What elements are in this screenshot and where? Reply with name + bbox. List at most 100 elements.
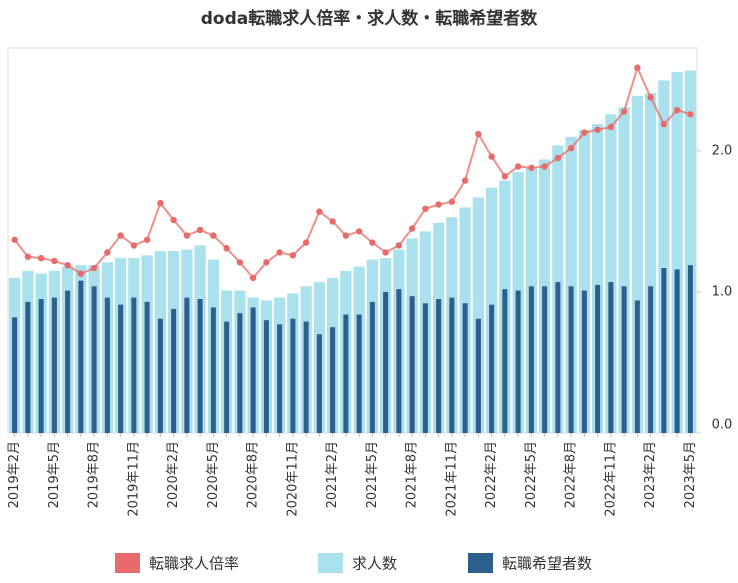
point [223,245,230,252]
x-tick-label: 2020年11月 [285,441,300,517]
point [395,242,403,249]
point [90,264,98,272]
x-tick-label: 2020年2月 [166,441,181,508]
bar [303,321,309,433]
bar [210,307,216,433]
point [567,144,575,152]
point [647,94,654,101]
chart-title: doda転職求人倍率・求人数・転職希望者数 [201,8,538,29]
point [183,232,191,239]
bar [621,286,627,433]
point [236,259,244,266]
point [607,123,615,131]
point [422,205,429,212]
bar [631,95,643,433]
bar [263,320,269,433]
bar [648,286,654,433]
point [634,64,641,71]
x-tick-label: 2022年8月 [564,441,579,508]
point [24,253,32,260]
plot-frame [7,47,698,434]
bar [171,308,177,433]
point [448,198,456,205]
point [51,257,58,265]
legend-label: 転職希望者数 [502,555,592,573]
bar [356,314,362,433]
x-tick-label: 2021年2月 [325,441,340,508]
legend-swatch [468,553,493,573]
bar [515,290,521,433]
bar [542,286,548,433]
bar [25,301,31,433]
point [673,106,681,114]
bar [144,301,150,433]
point [157,199,164,207]
bar [197,299,203,433]
point [501,173,509,180]
bar [250,307,256,433]
bar [645,93,657,433]
point [104,249,111,256]
bar [658,80,670,433]
bar [330,327,336,433]
y-tick-label: 1.0 [712,284,733,299]
point [316,208,323,215]
x-tick-label: 2021年5月 [365,441,380,508]
bar [475,318,481,433]
bar [409,296,415,433]
x-tick-label: 2023年5月 [683,441,698,508]
bar [449,297,455,433]
bar [118,304,124,433]
bar [674,269,680,433]
point [143,236,151,243]
bar [528,286,534,433]
point [37,254,45,262]
point [488,153,495,160]
bar [618,107,630,433]
point [77,270,85,277]
line [13,64,691,280]
bar [91,286,97,433]
bar [12,317,18,433]
point [620,108,628,115]
x-tick-label: 2022年2月 [484,441,499,508]
legend-swatch [115,553,140,573]
bar [605,114,617,434]
x-tick-label: 2022年11月 [603,441,618,517]
bar [489,304,495,433]
point [475,130,482,138]
x-tick-label: 2019年2月 [7,441,22,508]
bar [78,280,84,433]
point [263,259,270,266]
point [289,252,297,259]
bar [671,71,683,433]
point [210,232,217,239]
x-tick-label: 2021年8月 [405,441,420,508]
bar [237,313,243,433]
point [554,154,562,162]
point [342,232,350,239]
x-tick-label: 2021年11月 [444,441,459,517]
bar [502,289,508,433]
legend-label: 求人数 [352,555,397,573]
bar [290,318,296,433]
bar [65,290,71,433]
bar [104,297,110,433]
bar [595,284,601,433]
point [382,249,389,256]
point [408,225,416,232]
point [329,218,336,225]
bar [131,297,137,433]
point [276,249,283,256]
bar [462,303,468,433]
bar [578,129,590,434]
point [461,177,469,184]
bar [472,197,484,433]
bar [343,314,349,433]
bar [687,265,693,433]
point [687,111,694,118]
point [528,164,535,172]
point [660,120,668,128]
point [514,163,522,170]
bar [316,334,322,433]
